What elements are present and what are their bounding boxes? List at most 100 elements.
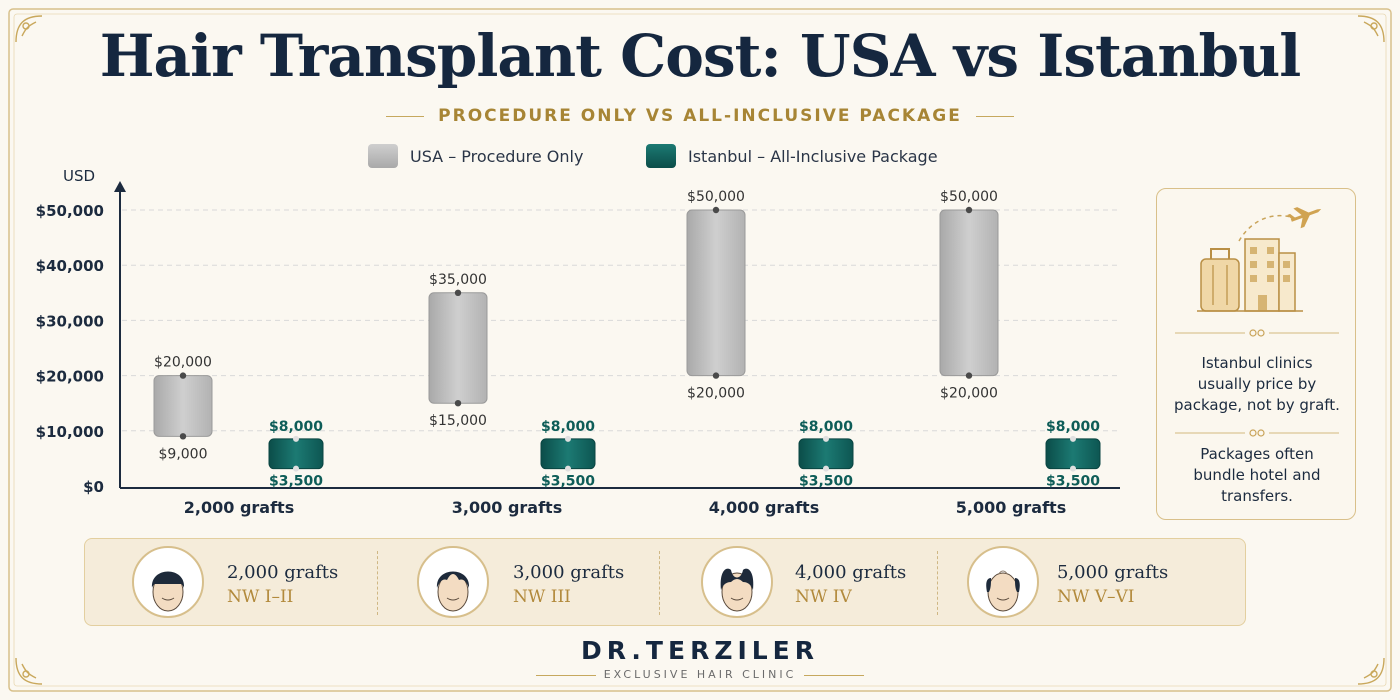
y-tick-label: $50,000: [36, 202, 104, 220]
istanbul-low-label: $3,500: [541, 474, 595, 490]
head-nw1-icon: [132, 546, 204, 618]
grade-grafts: 3,000 grafts: [513, 562, 625, 583]
y-tick-label: $30,000: [36, 312, 104, 330]
istanbul-low-label: $3,500: [1046, 474, 1100, 490]
x-category-label: 5,000 grafts: [956, 498, 1066, 517]
istanbul-low-marker: [1070, 465, 1076, 472]
usa-low-marker: [965, 372, 973, 379]
grade-norwood: NW IV: [795, 587, 852, 607]
usa-high-marker: [712, 206, 720, 214]
corner-ornament-icon: [15, 657, 43, 685]
corner-ornament-icon: [1357, 15, 1385, 43]
istanbul-low-marker: [823, 465, 829, 472]
travel-illustration: [1175, 207, 1339, 337]
info-line: package, not by graft.: [1174, 396, 1340, 414]
suitcase-icon: [1200, 248, 1240, 312]
tagline-rule-left: [535, 674, 596, 676]
info-line: bundle hotel and: [1193, 466, 1321, 484]
brand-tagline-text: EXCLUSIVE HAIR CLINIC: [603, 668, 797, 681]
istanbul-low-label: $3,500: [269, 474, 323, 490]
subtitle-text: PROCEDURE ONLY VS ALL-INCLUSIVE PACKAGE: [438, 106, 962, 126]
head-nw5-icon: [967, 546, 1039, 618]
usa-low-marker: [454, 400, 462, 407]
usa-low-label: $20,000: [687, 386, 745, 402]
corner-ornament-icon: [15, 15, 43, 43]
norwood-grade-panel: 2,000 grafts NW I–II 3,000 grafts NW III…: [84, 538, 1246, 626]
istanbul-range-bar: [1045, 438, 1101, 470]
grade-separator: [659, 551, 660, 615]
subtitle-rule-left: [386, 115, 425, 117]
usa-low-label: $9,000: [159, 446, 208, 462]
usa-high-label: $20,000: [154, 355, 212, 371]
istanbul-high-marker: [565, 435, 571, 442]
istanbul-low-marker: [293, 465, 299, 472]
legend-label-istanbul: Istanbul – All-Inclusive Package: [688, 146, 938, 166]
istanbul-high-label: $8,000: [269, 419, 323, 435]
legend-swatch-istanbul: [646, 144, 676, 168]
grade-norwood: NW III: [513, 587, 571, 607]
grade-separator: [377, 551, 378, 615]
info-line: Istanbul clinics: [1201, 354, 1313, 372]
info-text-pricing: Istanbul clinics usually price by packag…: [1157, 353, 1357, 416]
tagline-rule-right: [804, 674, 865, 676]
usa-high-marker: [965, 206, 973, 214]
legend-label-usa: USA – Procedure Only: [410, 146, 584, 166]
info-text-packages: Packages often bundle hotel and transfer…: [1157, 444, 1357, 507]
hotel-icon: [1197, 238, 1303, 312]
usa-high-marker: [179, 372, 187, 379]
grade-grafts: 4,000 grafts: [795, 562, 907, 583]
legend-item-usa: USA – Procedure Only: [368, 143, 583, 169]
istanbul-range-bar: [268, 438, 324, 470]
y-axis-label: USD: [63, 167, 95, 185]
usa-low-marker: [179, 433, 187, 440]
grade-separator: [937, 551, 938, 615]
divider-ornament-icon: [1175, 329, 1339, 337]
x-category-label: 3,000 grafts: [452, 498, 562, 517]
grade-norwood: NW I–II: [227, 587, 294, 607]
y-axis-arrow-icon: [114, 181, 126, 192]
chart-title: Hair Transplant Cost: USA vs Istanbul: [99, 22, 1302, 90]
usa-low-label: $15,000: [429, 413, 487, 429]
usa-high-label: $50,000: [940, 189, 998, 205]
grade-grafts: 2,000 grafts: [227, 562, 339, 583]
istanbul-low-label: $3,500: [799, 474, 853, 490]
chart-subtitle: PROCEDURE ONLY VS ALL-INCLUSIVE PACKAGE: [0, 106, 1400, 126]
decorative-frame: [8, 8, 1392, 692]
x-category-label: 2,000 grafts: [184, 498, 294, 517]
usa-range-bar: [939, 209, 999, 377]
istanbul-high-label: $8,000: [541, 419, 595, 435]
usa-range-bar: [686, 209, 746, 377]
usa-high-label: $50,000: [687, 189, 745, 205]
istanbul-high-label: $8,000: [1046, 419, 1100, 435]
istanbul-high-marker: [823, 435, 829, 442]
head-nw3-icon: [417, 546, 489, 618]
info-line: usually price by: [1197, 375, 1317, 393]
subtitle-rule-right: [975, 115, 1014, 117]
istanbul-low-marker: [565, 465, 571, 472]
grade-norwood: NW V–VI: [1057, 587, 1135, 607]
corner-ornament-icon: [1357, 657, 1385, 685]
usa-low-label: $20,000: [940, 386, 998, 402]
istanbul-high-marker: [293, 435, 299, 442]
usa-range-bar: [428, 292, 488, 404]
usa-range-bar: [153, 375, 213, 437]
info-card: Istanbul clinics usually price by packag…: [1156, 188, 1356, 520]
istanbul-range-bar: [798, 438, 854, 470]
usa-low-marker: [712, 372, 720, 379]
y-tick-label: $0: [83, 478, 104, 496]
range-bar-chart: USD $0 $10,000 $20,000 $30,000 $40,000 $50,00…: [36, 167, 1120, 517]
divider-ornament-icon: [1175, 429, 1339, 437]
legend-swatch-usa: [368, 144, 398, 168]
airplane-icon: [1287, 207, 1322, 229]
grade-grafts: 5,000 grafts: [1057, 562, 1169, 583]
usa-high-marker: [454, 289, 462, 296]
brand-tagline: EXCLUSIVE HAIR CLINIC: [0, 668, 1400, 681]
istanbul-range-bar: [540, 438, 596, 470]
brand-name: DR.TERZILER: [580, 636, 820, 665]
y-tick-label: $20,000: [36, 368, 104, 386]
info-line: Packages often: [1200, 445, 1314, 463]
x-category-label: 4,000 grafts: [709, 498, 819, 517]
y-tick-label: $40,000: [36, 257, 104, 275]
istanbul-high-marker: [1070, 435, 1076, 442]
